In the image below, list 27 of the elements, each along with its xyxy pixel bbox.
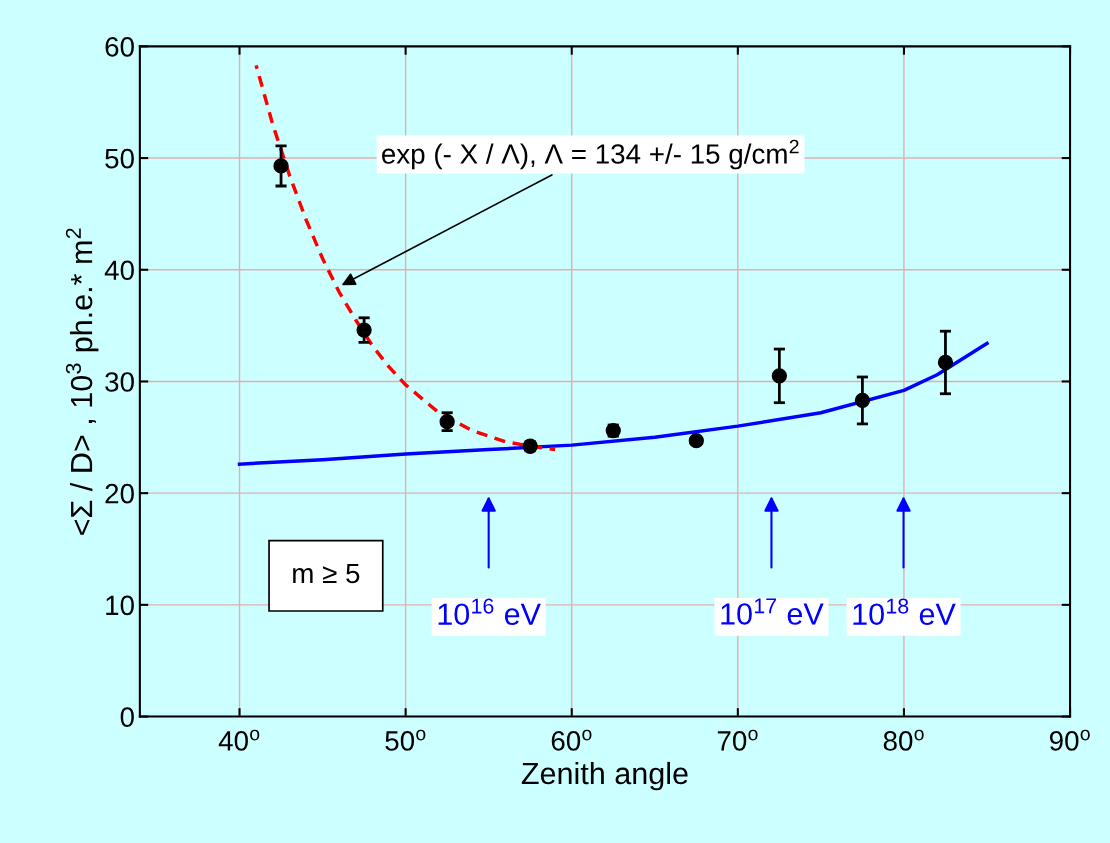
x-tick-label: 80$^{o}$ bbox=[883, 729, 924, 751]
y-tick-label: 60 bbox=[105, 37, 134, 57]
point bbox=[273, 158, 289, 174]
x-tick-label: 70$^{o}$ bbox=[717, 729, 758, 751]
point bbox=[356, 322, 372, 338]
point bbox=[854, 392, 871, 409]
x-tick-label: 40$^{o}$ bbox=[218, 729, 260, 751]
point bbox=[771, 368, 787, 384]
y-tick-label: 0 bbox=[120, 707, 134, 727]
y-tick-label: 30 bbox=[105, 372, 134, 392]
x-axis-title: Zenith angle bbox=[521, 761, 688, 791]
annotation: 10$^{18}$ eV bbox=[853, 598, 956, 626]
annotation: 10$^{17}$ eV bbox=[721, 598, 824, 625]
line-series bbox=[237, 341, 989, 466]
annotation: m ≥ 5 bbox=[293, 563, 360, 584]
x-tick-label: 90$^{o}$ bbox=[1049, 729, 1090, 751]
x-tick-label: 60$^{o}$ bbox=[551, 729, 592, 751]
annotation: 10$^{16}$ eV bbox=[438, 598, 541, 626]
y-axis-title: <Σ / D> , 10$^{3}$ ph.e.* m$^{2}$ bbox=[65, 228, 99, 535]
annotation: exp (- X / Λ), Λ = 134 +/- 15 g/cm$^{2}$ bbox=[382, 139, 799, 170]
y-tick-label: 20 bbox=[105, 483, 134, 504]
y-tick-label: 50 bbox=[105, 148, 134, 169]
x-tick-label: 50$^{o}$ bbox=[385, 729, 426, 751]
point bbox=[688, 433, 704, 449]
y-tick-label: 40 bbox=[104, 260, 134, 281]
point bbox=[937, 354, 954, 371]
y-tick-label: 10 bbox=[106, 595, 134, 616]
